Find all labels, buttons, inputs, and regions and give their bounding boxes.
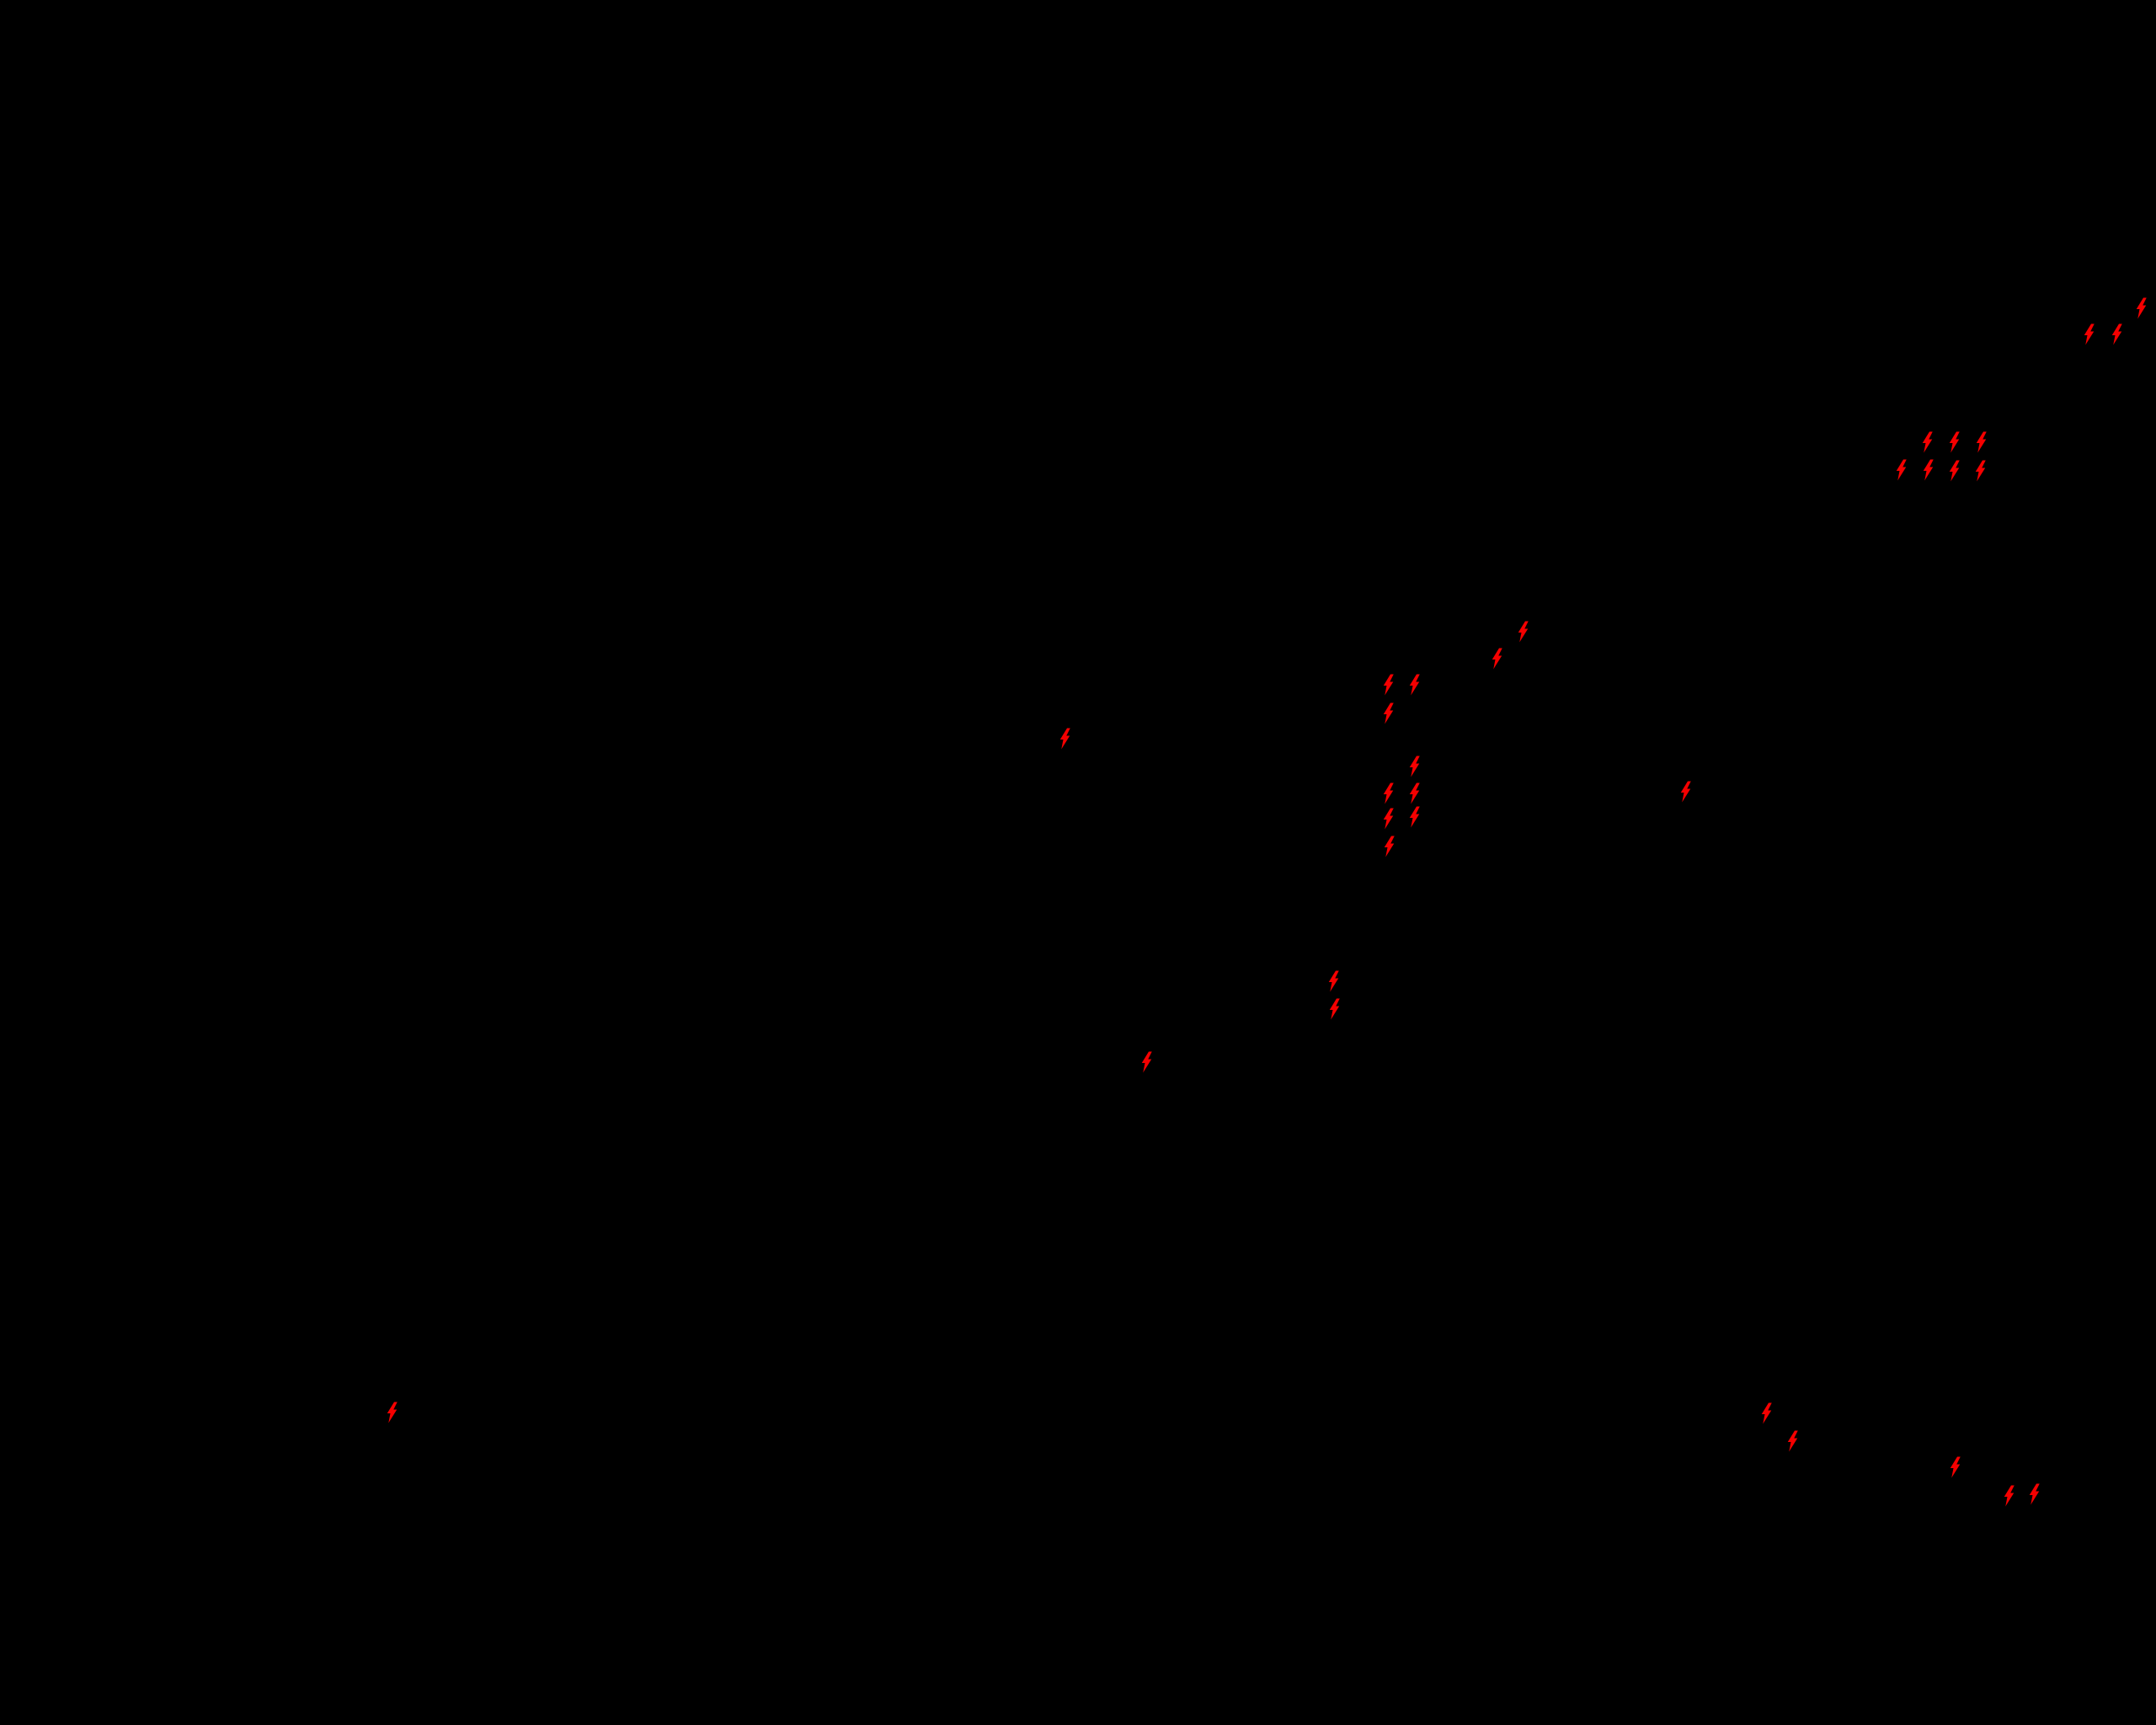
lightning-strike-icon[interactable]	[1382, 702, 1395, 724]
lightning-strike-icon[interactable]	[1408, 674, 1421, 696]
lightning-strike-icon[interactable]	[386, 1402, 398, 1423]
lightning-strike-icon[interactable]	[1948, 431, 1961, 453]
lightning-strike-icon[interactable]	[2028, 1483, 2041, 1505]
lightning-strike-icon[interactable]	[1760, 1402, 1773, 1424]
lightning-strike-icon[interactable]	[1408, 806, 1421, 828]
lightning-strike-icon[interactable]	[1975, 431, 1988, 453]
lightning-strike-icon[interactable]	[1382, 782, 1395, 804]
lightning-strike-icon[interactable]	[1922, 459, 1935, 481]
lightning-strike-icon[interactable]	[2111, 323, 2123, 345]
lightning-strike-icon[interactable]	[1679, 781, 1692, 803]
lightning-strike-icon[interactable]	[2135, 297, 2148, 319]
lightning-strike-icon[interactable]	[2083, 323, 2095, 345]
lightning-strike-icon[interactable]	[1408, 782, 1421, 804]
lightning-strike-icon[interactable]	[1786, 1430, 1799, 1452]
lightning-strike-icon[interactable]	[1974, 460, 1987, 482]
lightning-strike-icon[interactable]	[1895, 459, 1908, 481]
lightning-strike-icon[interactable]	[1140, 1051, 1153, 1073]
lightning-strike-icon[interactable]	[2003, 1485, 2015, 1507]
lightning-strike-icon[interactable]	[1382, 808, 1395, 830]
lightning-strike-icon[interactable]	[1491, 648, 1503, 670]
lightning-strike-icon[interactable]	[1327, 970, 1340, 992]
lightning-strike-icon[interactable]	[1382, 674, 1395, 696]
lightning-strike-icon[interactable]	[1948, 460, 1961, 482]
lightning-strike-icon[interactable]	[1517, 621, 1529, 643]
lightning-strike-icon[interactable]	[1408, 756, 1421, 777]
lightning-strike-icon[interactable]	[1383, 836, 1396, 857]
lightning-strike-icon[interactable]	[1921, 431, 1934, 453]
lightning-strike-icon[interactable]	[1328, 998, 1341, 1020]
lightning-strike-icon[interactable]	[1059, 728, 1071, 750]
lightning-strike-icon[interactable]	[1949, 1456, 1961, 1478]
